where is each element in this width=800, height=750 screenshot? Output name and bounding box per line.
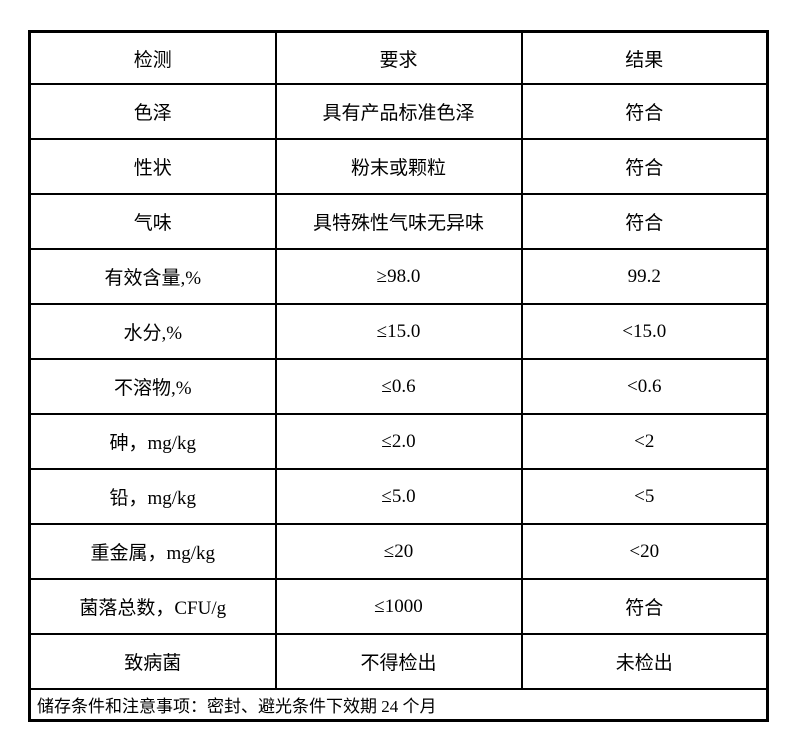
table-row: 重金属，mg/kg ≤20 <20: [28, 523, 769, 580]
requirement-cell: 粉末或颗粒: [274, 138, 523, 195]
column-header-result: 结果: [520, 30, 769, 85]
test-item-cell: 有效含量,%: [28, 248, 277, 305]
result-cell: <2: [520, 413, 769, 470]
table-row: 有效含量,% ≥98.0 99.2: [28, 248, 769, 305]
test-item-cell: 水分,%: [28, 303, 277, 360]
test-item-cell: 色泽: [28, 83, 277, 140]
test-item-cell: 菌落总数，CFU/g: [28, 578, 277, 635]
test-item-cell: 铅，mg/kg: [28, 468, 277, 525]
test-item-cell: 气味: [28, 193, 277, 250]
column-header-requirement: 要求: [274, 30, 523, 85]
result-cell: 符合: [520, 83, 769, 140]
table-row: 铅，mg/kg ≤5.0 <5: [28, 468, 769, 525]
test-item-cell: 不溶物,%: [28, 358, 277, 415]
requirement-cell: ≤20: [274, 523, 523, 580]
result-cell: <15.0: [520, 303, 769, 360]
table-row: 水分,% ≤15.0 <15.0: [28, 303, 769, 360]
requirement-cell: 具特殊性气味无异味: [274, 193, 523, 250]
requirement-cell: ≤0.6: [274, 358, 523, 415]
table-row: 不溶物,% ≤0.6 <0.6: [28, 358, 769, 415]
table-row: 性状 粉末或颗粒 符合: [28, 138, 769, 195]
table-header-row: 检测 要求 结果: [28, 30, 769, 85]
table-footer-row: 储存条件和注意事项：密封、避光条件下效期 24 个月: [28, 688, 769, 722]
requirement-cell: ≤1000: [274, 578, 523, 635]
storage-conditions-note: 储存条件和注意事项：密封、避光条件下效期 24 个月: [28, 688, 769, 722]
table-row: 气味 具特殊性气味无异味 符合: [28, 193, 769, 250]
table-row: 砷，mg/kg ≤2.0 <2: [28, 413, 769, 470]
table-body: 色泽 具有产品标准色泽 符合 性状 粉末或颗粒 符合 气味 具特殊性气味无异味 符合 有效含量,%…: [28, 83, 769, 690]
test-item-cell: 砷，mg/kg: [28, 413, 277, 470]
result-cell: 未检出: [520, 633, 769, 690]
column-header-test: 检测: [28, 30, 277, 85]
result-cell: 符合: [520, 193, 769, 250]
inspection-table: 检测 要求 结果 色泽 具有产品标准色泽 符合 性状 粉末或颗粒 符合 气味 具特殊性气味无异…: [28, 30, 769, 722]
result-cell: <0.6: [520, 358, 769, 415]
requirement-cell: ≥98.0: [274, 248, 523, 305]
result-cell: <5: [520, 468, 769, 525]
table-row: 色泽 具有产品标准色泽 符合: [28, 83, 769, 140]
result-cell: 符合: [520, 138, 769, 195]
test-item-cell: 性状: [28, 138, 277, 195]
result-cell: <20: [520, 523, 769, 580]
requirement-cell: ≤15.0: [274, 303, 523, 360]
result-cell: 符合: [520, 578, 769, 635]
requirement-cell: 不得检出: [274, 633, 523, 690]
result-cell: 99.2: [520, 248, 769, 305]
table-row: 致病菌 不得检出 未检出: [28, 633, 769, 690]
test-item-cell: 致病菌: [28, 633, 277, 690]
test-item-cell: 重金属，mg/kg: [28, 523, 277, 580]
requirement-cell: ≤2.0: [274, 413, 523, 470]
table-row: 菌落总数，CFU/g ≤1000 符合: [28, 578, 769, 635]
requirement-cell: 具有产品标准色泽: [274, 83, 523, 140]
requirement-cell: ≤5.0: [274, 468, 523, 525]
